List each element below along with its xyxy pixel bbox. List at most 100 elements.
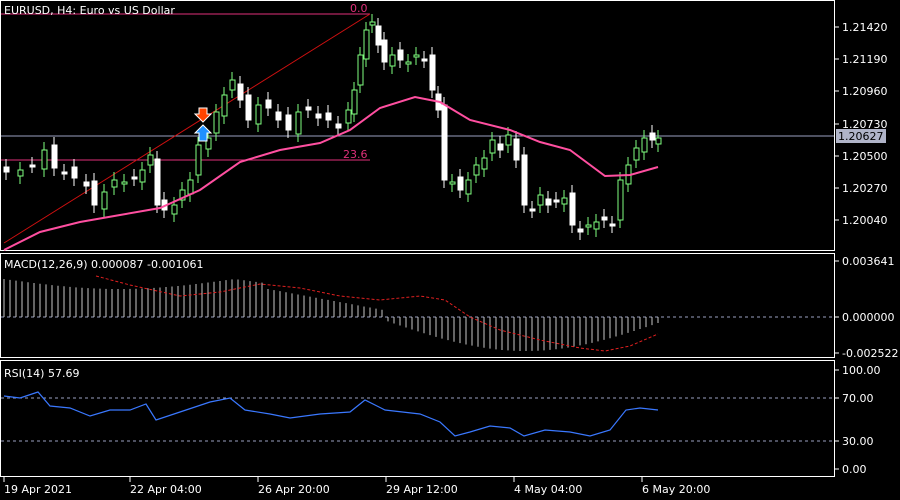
candle-body	[553, 199, 560, 203]
candle-body	[561, 197, 568, 205]
macd-tick: 0.003641	[842, 255, 895, 268]
sell-arrow-shape	[193, 107, 213, 123]
current-price-label: 1.20627	[838, 130, 884, 143]
price-tick: 1.20730	[842, 118, 888, 131]
candle-body	[601, 216, 608, 221]
candle-body	[285, 114, 292, 131]
rsi-tick: 70.00	[842, 392, 874, 405]
candle-body	[154, 158, 161, 206]
candle-body	[335, 123, 342, 129]
candle-body	[489, 139, 496, 154]
candle-body	[305, 106, 312, 111]
rsi-line	[3, 391, 659, 437]
candle-body	[3, 166, 10, 173]
candle-body	[641, 137, 648, 153]
candle-body	[131, 176, 138, 180]
candle-body	[649, 132, 656, 141]
candle-body	[171, 204, 178, 215]
price-candles-layer	[1, 13, 834, 251]
candle-body	[363, 29, 370, 60]
macd-layer	[1, 275, 834, 352]
price-tick: 1.20960	[842, 85, 888, 98]
candle-body	[569, 192, 576, 226]
candle-body	[389, 54, 396, 67]
candle-body	[369, 21, 376, 26]
price-tick: 1.20270	[842, 182, 888, 195]
rsi-layer	[1, 391, 834, 442]
fib-level-23-6-label: 23.6	[343, 148, 368, 161]
moving-average-line	[3, 95, 659, 251]
candle-body	[521, 154, 528, 206]
sell-arrow-icon	[193, 107, 213, 123]
candle-body	[17, 169, 24, 177]
macd-header: MACD(12,26,9) 0.000087 -0.001061	[4, 258, 203, 271]
candle-body	[237, 83, 244, 101]
fib-level-0-label: 0.0	[350, 2, 368, 15]
price-tick: 1.21190	[842, 53, 888, 66]
main-panel-frame	[0, 0, 835, 251]
time-tick: 4 May 04:00	[514, 483, 582, 496]
candle-body	[513, 138, 520, 161]
macd-axis: 0.003641 0.000000 -0.002522	[834, 255, 898, 360]
macd-tick: -0.002522	[842, 347, 898, 360]
candle-body	[111, 179, 118, 188]
candle-body	[71, 166, 78, 179]
time-tick: 19 Apr 2021	[4, 483, 72, 496]
candle-body	[83, 181, 90, 187]
candle-body	[405, 61, 412, 65]
candle-body	[375, 25, 382, 46]
candle-body	[413, 54, 420, 58]
current-price-box	[836, 129, 886, 143]
candle-body	[29, 164, 36, 168]
candle-body	[397, 49, 404, 61]
buy-arrow-icon	[193, 124, 213, 142]
price-tick: 1.20500	[842, 150, 888, 163]
candle-body	[505, 134, 512, 146]
candle-body	[265, 99, 272, 109]
rsi-tick: 100.00	[842, 364, 881, 377]
fib-trendline	[3, 13, 371, 244]
candle-body	[139, 169, 146, 183]
time-axis: 19 Apr 2021 22 Apr 04:00 26 Apr 20:00 29…	[3, 477, 710, 496]
time-tick: 29 Apr 12:00	[386, 483, 458, 496]
candle-body	[633, 147, 640, 161]
candle-body	[617, 179, 624, 221]
time-tick: 6 May 20:00	[642, 483, 710, 496]
candle-body	[315, 113, 322, 119]
candle-body	[357, 54, 364, 86]
candle-body	[497, 143, 504, 151]
macd-panel-frame	[0, 253, 835, 358]
candle-body	[275, 111, 282, 121]
price-tick: 1.21420	[842, 21, 888, 34]
candle-body	[295, 111, 302, 135]
price-tick: 1.20040	[842, 214, 888, 227]
time-tick: 22 Apr 04:00	[130, 483, 202, 496]
candle-body	[101, 191, 108, 210]
buy-arrow-shape	[193, 124, 213, 142]
rsi-axis: 100.00 70.00 30.00 0.00	[834, 364, 881, 476]
chart-header: EURUSD, H4: Euro vs US Dollar	[4, 4, 175, 17]
candle-body	[537, 194, 544, 206]
candle-body	[381, 39, 388, 63]
candle-body	[655, 137, 662, 145]
candle-body	[345, 109, 352, 124]
candle-body	[229, 79, 236, 91]
rsi-panel-frame	[0, 360, 835, 477]
candle-body	[473, 164, 480, 176]
candle-body	[593, 221, 600, 230]
candle-body	[121, 181, 128, 185]
time-tick: 26 Apr 20:00	[258, 483, 330, 496]
rsi-tick: 30.00	[842, 435, 874, 448]
candle-body	[255, 104, 262, 125]
macd-signal-line	[95, 275, 659, 352]
candle-body	[195, 144, 202, 176]
candle-body	[421, 58, 428, 62]
candle-body	[61, 171, 68, 175]
candle-body	[51, 144, 58, 169]
candle-body	[529, 208, 536, 212]
candle-body	[245, 94, 252, 121]
candle-body	[187, 179, 194, 195]
candle-body	[325, 112, 332, 121]
candle-body	[585, 224, 592, 228]
